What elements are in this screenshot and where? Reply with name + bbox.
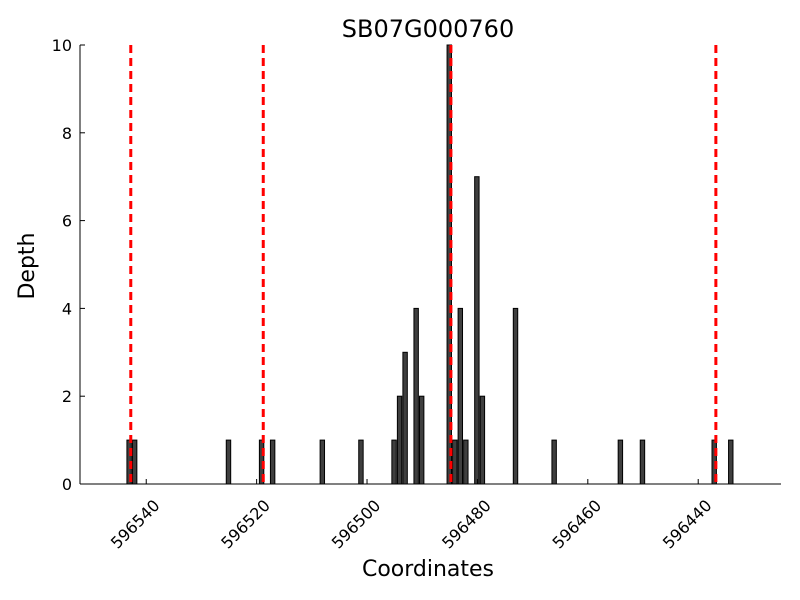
bar-1 bbox=[131, 439, 138, 485]
bar-9 bbox=[402, 351, 408, 485]
y-tick-label-2: 2 bbox=[62, 387, 72, 406]
y-tick-label-8: 8 bbox=[62, 124, 72, 143]
x-tick-label-596460: 596460 bbox=[549, 496, 606, 553]
bar-13 bbox=[452, 439, 458, 485]
x-tick-label-596500: 596500 bbox=[328, 496, 385, 553]
bar-10 bbox=[413, 307, 419, 485]
y-tick-label-0: 0 bbox=[62, 475, 72, 494]
bar-15 bbox=[463, 439, 469, 485]
bar-5 bbox=[319, 439, 326, 485]
chart-title: SB07G000760 bbox=[342, 15, 514, 43]
axes-frame bbox=[79, 45, 781, 485]
bar-6 bbox=[358, 439, 364, 485]
x-axis-ticks: 596540 596520 596500 596480 596460 596440 bbox=[107, 479, 716, 553]
bar-21 bbox=[639, 439, 646, 485]
x-tick-label-596540: 596540 bbox=[107, 496, 164, 553]
y-tick-label-6: 6 bbox=[62, 212, 72, 231]
y-tick-label-10: 10 bbox=[52, 36, 72, 55]
y-axis-ticks: 0 2 4 6 8 10 bbox=[52, 36, 85, 494]
bar-series bbox=[126, 44, 734, 485]
bar-19 bbox=[551, 439, 557, 485]
bar-17 bbox=[479, 395, 486, 485]
bar-2 bbox=[225, 439, 232, 485]
bar-11 bbox=[418, 395, 425, 485]
bar-7 bbox=[391, 439, 397, 485]
x-axis-title: Coordinates bbox=[362, 557, 494, 582]
y-tick-label-4: 4 bbox=[62, 299, 72, 318]
bar-4 bbox=[269, 439, 276, 485]
x-tick-label-596520: 596520 bbox=[217, 496, 274, 553]
bar-8 bbox=[396, 395, 403, 485]
bar-16 bbox=[474, 176, 480, 485]
bar-20 bbox=[617, 439, 624, 485]
x-tick-label-596440: 596440 bbox=[659, 496, 716, 553]
bar-23 bbox=[728, 439, 734, 485]
y-axis-title: Depth bbox=[15, 232, 40, 299]
bar-14 bbox=[457, 307, 464, 485]
bar-18 bbox=[512, 307, 519, 485]
reference-lines bbox=[129, 45, 718, 484]
x-tick-label-596480: 596480 bbox=[438, 496, 495, 553]
